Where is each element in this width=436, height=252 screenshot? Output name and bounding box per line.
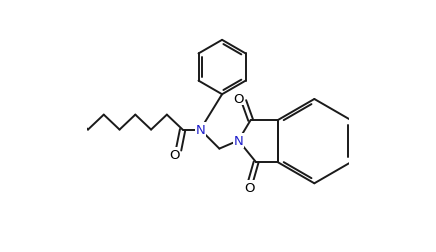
Text: N: N (234, 134, 243, 147)
Text: O: O (234, 92, 244, 105)
Text: O: O (244, 181, 255, 194)
Text: N: N (195, 123, 205, 137)
Text: O: O (169, 148, 180, 161)
